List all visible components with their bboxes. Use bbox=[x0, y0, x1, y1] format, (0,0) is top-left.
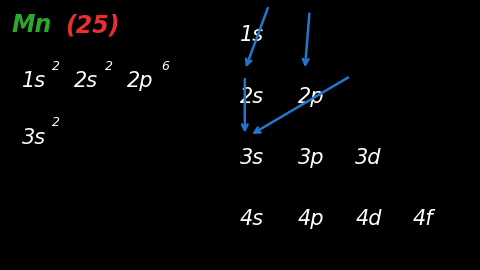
Text: 6: 6 bbox=[161, 60, 169, 73]
Text: 2s: 2s bbox=[240, 87, 264, 107]
Text: 4d: 4d bbox=[355, 209, 382, 229]
Text: 3s: 3s bbox=[240, 148, 264, 168]
Text: 3p: 3p bbox=[298, 148, 324, 168]
Text: 2p: 2p bbox=[127, 71, 154, 91]
Text: 2: 2 bbox=[52, 60, 60, 73]
Text: 2: 2 bbox=[52, 116, 60, 129]
Text: 4p: 4p bbox=[298, 209, 324, 229]
Text: 3d: 3d bbox=[355, 148, 382, 168]
Text: 1s: 1s bbox=[22, 71, 46, 91]
Text: (25): (25) bbox=[65, 14, 120, 38]
Text: 4f: 4f bbox=[413, 209, 433, 229]
Text: 4s: 4s bbox=[240, 209, 264, 229]
Text: Mn: Mn bbox=[12, 14, 52, 38]
Text: 2p: 2p bbox=[298, 87, 324, 107]
Text: 2s: 2s bbox=[74, 71, 98, 91]
Text: 3s: 3s bbox=[22, 128, 46, 148]
Text: 2: 2 bbox=[105, 60, 113, 73]
Text: 1s: 1s bbox=[240, 25, 264, 45]
